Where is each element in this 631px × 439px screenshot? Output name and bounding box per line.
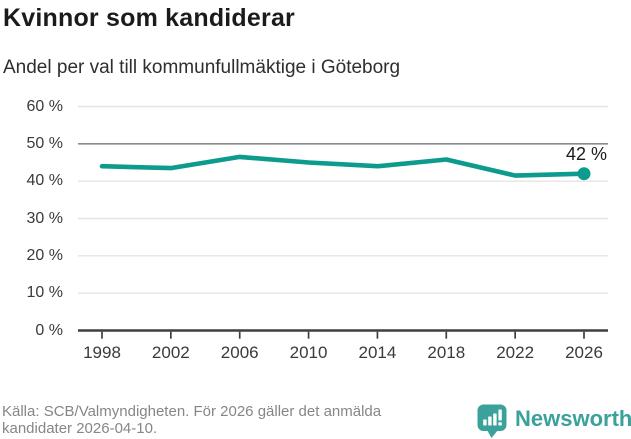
y-axis-label: 30 % (26, 209, 63, 227)
chart-subtitle: Andel per val till kommunfullmäktige i G… (3, 57, 401, 78)
y-axis-label: 40 % (26, 172, 63, 190)
y-axis-label: 10 % (26, 284, 63, 302)
newsworthy-icon (477, 404, 508, 438)
y-axis-label: 60 % (26, 97, 63, 115)
x-axis-label: 2026 (565, 343, 603, 362)
y-axis-label: 0 % (35, 321, 63, 339)
x-axis-label: 2014 (358, 343, 397, 362)
source-line-1: Källa: SCB/Valmyndigheten. För 2026 gäll… (2, 403, 382, 420)
source-line-2: kandidater 2026-04-10. (2, 420, 158, 437)
x-axis-label: 2002 (151, 343, 190, 362)
y-axis-label: 20 % (26, 246, 63, 264)
x-axis-label: 2010 (289, 343, 328, 362)
newsworthy-wordmark: Newsworthy (515, 406, 631, 431)
source-text: Källa: SCB/Valmyndigheten. För 2026 gäll… (2, 403, 381, 437)
chart-title: Kvinnor som kandiderar (3, 4, 295, 32)
x-axis-label: 2018 (427, 343, 466, 362)
x-axis-label: 2006 (220, 343, 259, 362)
x-axis-label: 2022 (496, 343, 535, 362)
newsworthy-logo-link[interactable]: Newsworthy (477, 404, 631, 438)
y-axis-label: 50 % (26, 134, 63, 152)
value-label: 42 % (563, 144, 609, 164)
x-axis-label: 1998 (83, 343, 121, 362)
